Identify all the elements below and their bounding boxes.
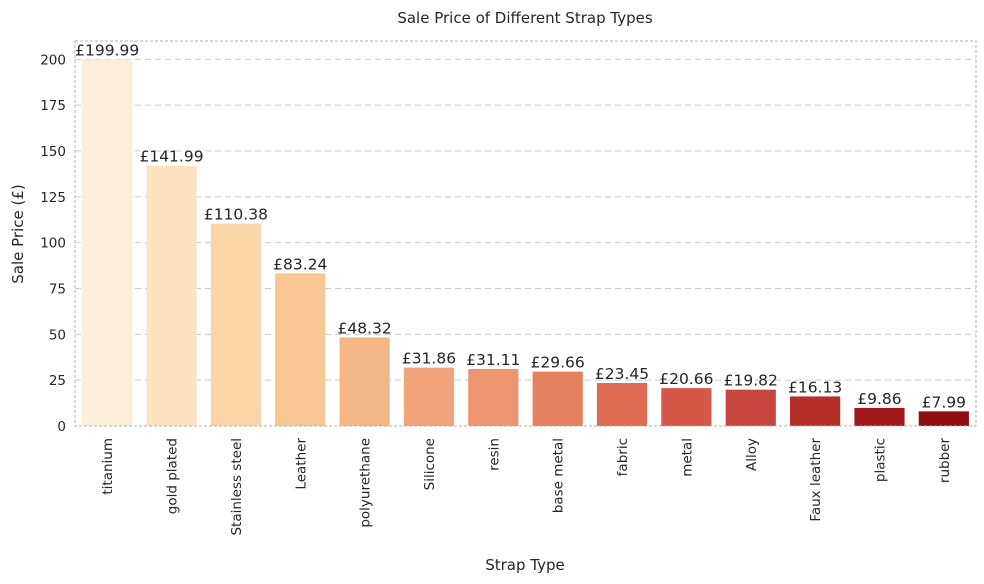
bar	[532, 371, 583, 426]
bar-value-label: £31.11	[466, 351, 520, 369]
y-tick-label: 75	[49, 282, 66, 298]
x-tick-label: resin	[486, 438, 502, 471]
bar-value-label: £23.45	[595, 365, 649, 383]
y-tick-label: 0	[57, 419, 66, 435]
y-tick-label: 125	[40, 190, 66, 206]
bar	[403, 367, 455, 426]
bar-value-label: £48.32	[337, 319, 391, 337]
x-tick-label: gold plated	[165, 438, 181, 514]
x-tick-label: Silicone	[422, 438, 438, 490]
bar-value-label: £16.13	[788, 378, 842, 396]
bars	[82, 59, 969, 427]
y-axis-label: Sale Price (£)	[9, 184, 27, 284]
y-tick-label: 175	[40, 98, 66, 114]
bar	[725, 389, 776, 426]
y-tick-label: 50	[49, 327, 66, 343]
chart-title: Sale Price of Different Strap Types	[397, 9, 652, 27]
x-axis-label: Strap Type	[485, 556, 565, 574]
x-tick-label: Leather	[293, 438, 309, 490]
x-tick-label: Faux leather	[808, 438, 824, 522]
x-tick-label: Alloy	[744, 438, 760, 471]
bar	[275, 273, 326, 426]
bar	[210, 223, 261, 426]
bar-value-label: £110.38	[204, 206, 268, 224]
bar-value-label: £20.66	[659, 370, 713, 388]
x-tick-label: rubber	[937, 438, 953, 484]
bar	[339, 337, 390, 426]
y-axis-ticks: 0 25 50 75 100 125 150 175 200	[40, 52, 66, 435]
bar	[854, 407, 905, 426]
x-tick-label: polyurethane	[358, 438, 374, 528]
x-tick-label: titanium	[100, 438, 116, 495]
x-axis-ticks: titanium gold plated Stainless steel Leathe…	[100, 438, 953, 536]
bar	[82, 59, 133, 427]
bar	[596, 383, 648, 426]
bar-value-label: £199.99	[75, 41, 139, 59]
y-tick-label: 200	[40, 52, 66, 68]
y-tick-label: 100	[40, 236, 66, 252]
plot-frame	[74, 40, 977, 427]
bar	[790, 396, 841, 426]
bar	[468, 368, 519, 426]
bar	[918, 411, 969, 426]
x-tick-label: Stainless steel	[229, 438, 245, 536]
bar-value-label: £19.82	[724, 372, 778, 390]
bar-value-label: £83.24	[273, 255, 327, 273]
x-tick-label: fabric	[615, 438, 631, 476]
bar-value-label: £9.86	[857, 390, 901, 408]
bar	[146, 165, 197, 426]
x-tick-label: metal	[679, 438, 695, 477]
y-tick-label: 25	[49, 373, 66, 389]
y-tick-label: 150	[40, 144, 66, 160]
data-labels: £199.99 £141.99 £110.38 £83.24 £48.32 £31.86 £…	[75, 41, 966, 411]
bar-value-label: £31.86	[402, 350, 456, 368]
x-tick-label: base metal	[551, 438, 567, 513]
bar-value-label: £141.99	[139, 148, 203, 166]
x-tick-label: plastic	[872, 438, 888, 482]
bar-value-label: £7.99	[922, 393, 966, 411]
bar	[661, 388, 712, 426]
bar-value-label: £29.66	[531, 354, 585, 372]
